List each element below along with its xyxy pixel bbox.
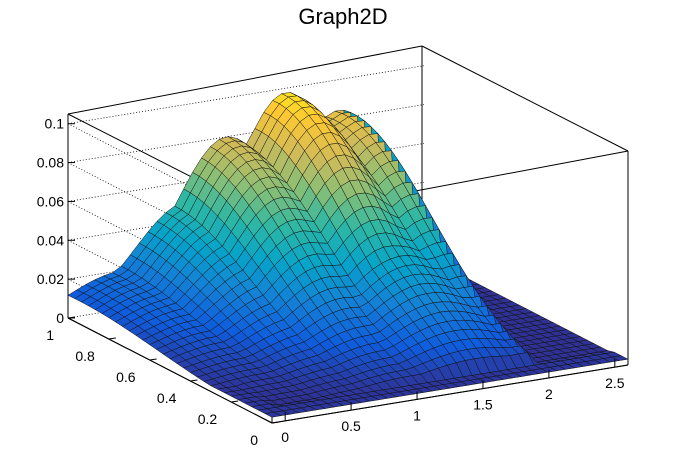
- x-tick-label: 1.5: [473, 397, 493, 413]
- z-tick-label: 0.08: [37, 155, 64, 171]
- z-tick-label: 0.02: [37, 271, 64, 287]
- grid-line-z-side: [67, 123, 273, 230]
- z-tick-label: 0.1: [45, 116, 65, 132]
- x-axis: 0 0.5 1 1.5 2 2.5: [271, 359, 629, 445]
- y-tick-label: 0.8: [75, 348, 95, 364]
- y-tick-label: 1: [46, 327, 54, 343]
- x-tick-label: 2.5: [605, 375, 625, 391]
- y-tick-label: 0.2: [198, 411, 218, 427]
- x-tick-label: 0: [281, 429, 289, 445]
- y-tick-label: 0: [250, 432, 258, 448]
- y-tick-mark: [67, 316, 76, 319]
- y-axis-ticks: 0 0.2 0.4 0.6 0.8 1: [46, 316, 280, 448]
- z-axis-ticks: 0 0.02 0.04 0.06 0.08 0.1: [37, 116, 75, 326]
- surface-plot: [67, 92, 629, 418]
- z-tick-label: 0: [56, 310, 64, 326]
- x-tick-label: 2: [545, 386, 553, 402]
- x-axis-ticks: 0 0.5 1 1.5 2 2.5: [281, 359, 625, 445]
- z-tick-label: 0.04: [37, 232, 64, 248]
- y-axis-line: [67, 317, 273, 424]
- chart-title: Graph2D: [298, 4, 387, 29]
- y-tick-mark: [231, 400, 239, 403]
- frame-back-top-left: [67, 45, 423, 115]
- y-tick-mark: [108, 337, 116, 340]
- y-tick-mark: [149, 358, 157, 361]
- y-axis: 0 0.2 0.4 0.6 0.8 1: [46, 316, 280, 448]
- x-axis-line: [271, 364, 629, 424]
- frame-back-top-right: [421, 45, 629, 152]
- grid-line-z: [67, 65, 425, 125]
- x-tick-label: 0.5: [341, 418, 361, 434]
- y-tick-mark: [190, 379, 198, 382]
- surface-cell: [611, 355, 629, 361]
- grid-line-z: [67, 104, 425, 163]
- z-axis: 0 0.02 0.04 0.06 0.08 0.1: [37, 114, 75, 326]
- y-tick-label: 0.4: [157, 390, 177, 406]
- z-tick-label: 0.06: [37, 193, 64, 209]
- x-tick-label: 1: [413, 407, 421, 423]
- y-tick-label: 0.6: [116, 369, 136, 385]
